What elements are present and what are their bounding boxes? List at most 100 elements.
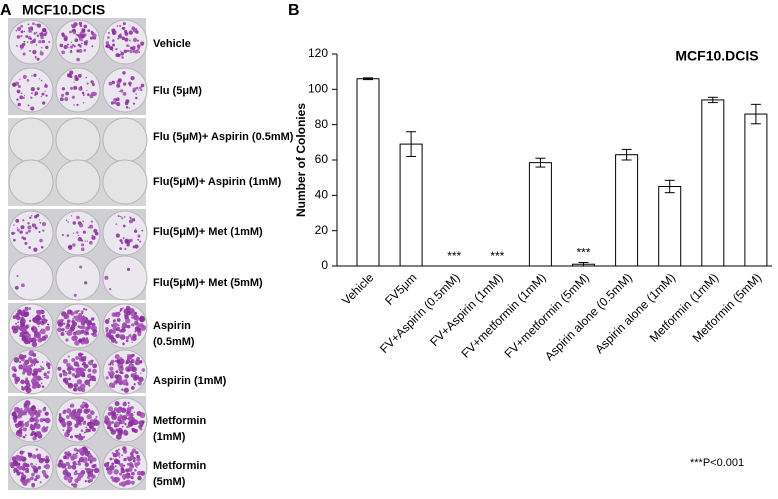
colony (136, 44, 141, 49)
colony (125, 318, 131, 324)
colony (20, 92, 23, 95)
colony (25, 35, 29, 38)
colony (131, 219, 133, 221)
colony (112, 30, 114, 32)
colony (45, 325, 51, 331)
colony (77, 321, 79, 323)
colony (116, 452, 119, 455)
colony (135, 228, 137, 230)
colony (19, 230, 23, 234)
colony (92, 92, 97, 96)
colony (92, 363, 98, 369)
colony (74, 310, 79, 315)
colony (20, 48, 22, 51)
colony (74, 340, 80, 346)
colony (81, 353, 84, 356)
colony (122, 91, 127, 96)
colony (85, 43, 88, 46)
colony (124, 29, 128, 34)
plate-label: Aspirin (1mM) (153, 375, 227, 387)
colony (138, 86, 142, 90)
colony (59, 459, 62, 463)
colony (42, 408, 47, 412)
colony (134, 244, 139, 249)
colony (122, 71, 126, 75)
colony (117, 214, 120, 218)
colony (44, 84, 48, 88)
colony (41, 336, 47, 341)
colony (88, 384, 91, 387)
colony (137, 234, 141, 238)
colony (128, 334, 132, 338)
colony (78, 21, 83, 26)
y-tick-label: 20 (315, 223, 329, 237)
colony (128, 405, 130, 407)
colony (117, 34, 122, 39)
colony (20, 283, 25, 288)
colony (85, 426, 87, 429)
colony (27, 340, 30, 344)
colony (108, 317, 111, 320)
colony (38, 310, 42, 314)
colony (130, 386, 135, 390)
colony (16, 331, 18, 333)
colony (19, 450, 24, 455)
colony (107, 469, 113, 475)
colony (29, 359, 35, 364)
colony (131, 471, 135, 476)
colony (75, 356, 80, 360)
colony (35, 463, 37, 465)
colony (39, 365, 42, 368)
colony (107, 36, 110, 39)
colony (135, 335, 137, 337)
colony (139, 316, 146, 323)
colony (117, 324, 120, 327)
colony (73, 387, 78, 392)
colony (73, 471, 78, 476)
colony (117, 427, 123, 434)
colony (133, 229, 138, 233)
colony (85, 428, 90, 433)
colony (41, 92, 45, 96)
colony (119, 24, 122, 28)
colony (60, 373, 63, 376)
colony (30, 462, 34, 466)
colony (17, 433, 23, 438)
colony (89, 94, 94, 99)
bar (744, 113, 768, 267)
colony (30, 364, 33, 367)
colony (77, 73, 82, 78)
colony (80, 85, 83, 89)
colony (15, 322, 17, 325)
colony (22, 219, 25, 222)
colony (85, 331, 89, 335)
colony (105, 376, 109, 380)
colony (44, 463, 50, 470)
colony (65, 461, 70, 466)
colony (122, 307, 124, 309)
colony (119, 416, 123, 419)
colony (22, 462, 28, 468)
colony (72, 30, 77, 35)
colony (33, 468, 39, 474)
x-tick-label: Aspirin alone (1mM) (592, 270, 678, 356)
colony (131, 26, 136, 31)
colony (60, 93, 65, 98)
colony (130, 354, 134, 358)
colony (106, 426, 110, 429)
colony (135, 30, 139, 34)
colony (20, 24, 24, 28)
colony (38, 32, 41, 35)
colony (130, 476, 134, 480)
colony (45, 362, 51, 368)
colony (119, 334, 124, 339)
colony (16, 274, 19, 278)
colony (108, 287, 112, 291)
colony (82, 406, 84, 408)
colony (26, 478, 31, 483)
colony (41, 222, 47, 227)
colony (20, 35, 23, 38)
colony (73, 81, 75, 83)
well (8, 210, 54, 256)
colony (79, 333, 82, 335)
